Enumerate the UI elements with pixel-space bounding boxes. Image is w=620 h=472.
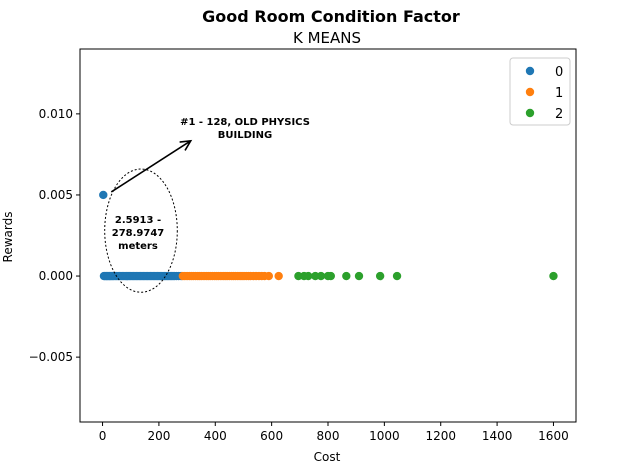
x-tick-label: 1600 [538, 429, 569, 443]
annotation-ellipse [104, 168, 178, 293]
x-tick-label: 400 [204, 429, 227, 443]
x-tick-label: 1000 [369, 429, 400, 443]
annotation-range-label: 2.5913 - [115, 215, 161, 226]
y-tick-label: 0.005 [39, 188, 73, 202]
legend-marker-series-0 [525, 66, 535, 76]
data-point-series-0 [99, 190, 108, 200]
legend-label-series-0: 0 [555, 65, 563, 80]
plot-area: 0 200 400 600 800 1000 1200 1400 1600 −0.005 0.000… [29, 48, 577, 443]
data-point-series-2 [549, 271, 558, 281]
legend-box [509, 57, 571, 126]
annotation-building-label: BUILDING [218, 130, 272, 141]
annotation-arrow-line [110, 140, 192, 193]
data-point-series-1 [264, 271, 274, 281]
data-point-series-2 [304, 271, 313, 281]
annotation-range-label: 278.9747 [112, 228, 165, 239]
annotation-arrow-head [179, 139, 193, 151]
y-axis-label: Rewards [1, 212, 15, 263]
chart-title: Good Room Condition Factor [202, 7, 460, 26]
legend-marker-series-2 [525, 108, 535, 118]
annotation-range-label: meters [118, 241, 158, 252]
x-tick-label: 1400 [482, 429, 513, 443]
y-tick-label: −0.005 [29, 350, 73, 364]
y-tick-label: 0.010 [39, 107, 73, 121]
data-point-series-2 [316, 271, 326, 281]
legend-marker-series-1 [525, 87, 535, 97]
data-point-series-2 [326, 271, 336, 281]
legend-label-series-2: 2 [555, 107, 563, 122]
x-tick-label: 800 [317, 429, 340, 443]
data-point-series-1 [274, 271, 283, 281]
chart-subtitle: K MEANS [293, 29, 361, 47]
y-tick-label: 0.000 [39, 269, 73, 283]
x-tick-label: 200 [147, 429, 170, 443]
x-tick-label: 1200 [425, 429, 456, 443]
annotation-building-label: #1 - 128, OLD PHYSICS [180, 117, 310, 128]
data-point-series-2 [375, 271, 385, 281]
data-point-series-2 [392, 271, 402, 281]
x-tick-label: 0 [99, 429, 107, 443]
legend-label-series-1: 1 [555, 86, 563, 101]
x-axis-label: Cost [314, 450, 341, 464]
data-point-series-2 [342, 271, 351, 281]
x-tick-label: 600 [260, 429, 283, 443]
data-point-series-2 [354, 271, 364, 281]
